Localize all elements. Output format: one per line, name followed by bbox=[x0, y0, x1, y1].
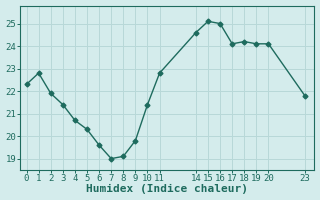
X-axis label: Humidex (Indice chaleur): Humidex (Indice chaleur) bbox=[86, 184, 248, 194]
